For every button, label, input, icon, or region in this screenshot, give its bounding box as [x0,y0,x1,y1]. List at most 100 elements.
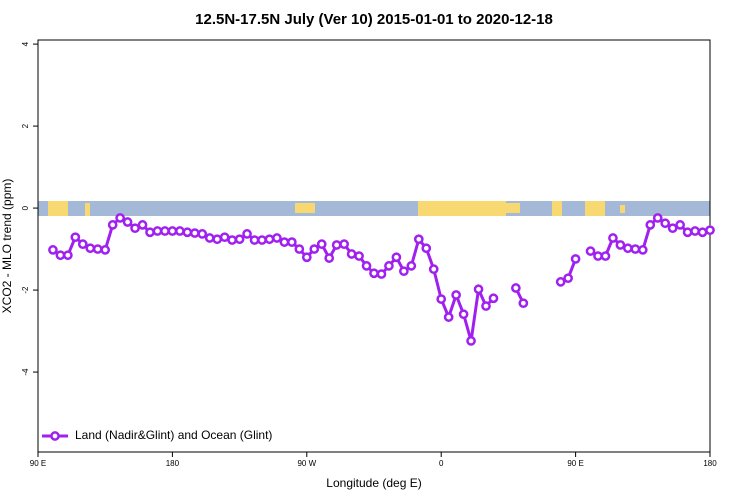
data-point [145,227,155,238]
y-axis-label: XCO2 - MLO trend (ppm) [0,179,14,314]
data-point [279,237,290,247]
data-point [466,336,476,346]
land-patch [585,201,605,216]
data-point [331,240,342,250]
land-patch [418,201,506,216]
y-tick-label: 2 [21,123,30,128]
data-point [436,294,447,304]
data-point [421,243,432,254]
data-point [690,226,700,236]
data-point [301,252,312,263]
legend-label: Land (Nadir&Glint) and Ocean (Glint) [75,428,272,442]
x-tick-label: 0 [439,459,444,468]
data-point [675,220,685,230]
data-point [204,233,215,243]
land-patch [552,201,562,216]
data-point [287,237,297,247]
data-point [70,232,81,243]
land-patch [85,203,90,216]
data-point [257,235,267,245]
y-tick-label: -2 [21,286,30,294]
y-tick-label: 0 [21,205,30,210]
x-tick-label: 180 [703,459,717,468]
data-point [511,283,521,293]
data-point [212,234,223,245]
data-point [563,273,573,284]
data-point [115,213,125,223]
data-point [100,245,111,255]
data-point [92,244,103,254]
data-point [451,290,461,300]
y-tick-label: -4 [21,368,30,376]
data-point [242,229,252,239]
data-point [137,220,148,230]
data-point [705,225,715,236]
data-point [294,244,305,254]
data-point [197,229,208,239]
data-point [55,250,66,261]
data-point [697,227,708,238]
land-patch [295,203,315,213]
land-patch [48,201,68,216]
data-point [182,227,193,238]
x-tick-label: 180 [166,459,180,468]
data-point [682,227,693,238]
data-point [458,309,469,320]
x-tick-label: 90 E [567,459,583,468]
data-point [376,269,387,279]
data-point [615,240,626,250]
land-ocean-band [38,201,710,216]
data-point [391,252,402,263]
data-point [107,220,118,230]
data-point [555,277,566,287]
data-point [399,266,409,277]
data-point [660,218,671,229]
y-tick-label: 4 [21,41,30,46]
data-point [63,250,73,261]
data-point [488,293,499,304]
x-tick-label: 90 E [30,459,46,468]
data-point [219,232,230,243]
data-point [249,235,260,245]
data-point [652,213,663,223]
x-tick-label: 90 W [297,459,316,468]
data-point [234,234,245,245]
data-point [324,253,335,263]
data-point [272,233,282,243]
data-point [167,226,178,236]
data-point [570,254,581,264]
data-point [428,264,439,275]
data-point [413,234,424,245]
legend-marker [50,431,60,441]
data-point [160,226,170,236]
data-point [645,220,656,230]
data-point [339,239,349,250]
data-point [473,284,484,295]
data-point [130,223,140,234]
data-point [316,239,327,250]
land-patch [620,205,625,213]
data-point [346,249,357,259]
data-point [593,251,603,261]
data-point [600,251,611,261]
data-point [189,228,200,238]
data-point [175,226,185,236]
x-axis-label: Longitude (deg E) [326,476,421,490]
data-point [77,239,88,250]
data-point [309,244,320,254]
chart-title: 12.5N-17.5N July (Ver 10) 2015-01-01 to … [195,11,553,28]
data-point [608,233,618,243]
plot-frame [37,39,711,453]
data-point [227,235,237,245]
ocean-band [38,201,710,216]
data-point [361,261,372,271]
data-point [623,243,633,254]
data-point [637,245,648,255]
data-point [406,261,417,271]
data-point [443,312,454,322]
data-point [518,298,529,309]
data-point [667,223,678,234]
data-point [369,268,379,279]
land-patch [506,203,520,213]
